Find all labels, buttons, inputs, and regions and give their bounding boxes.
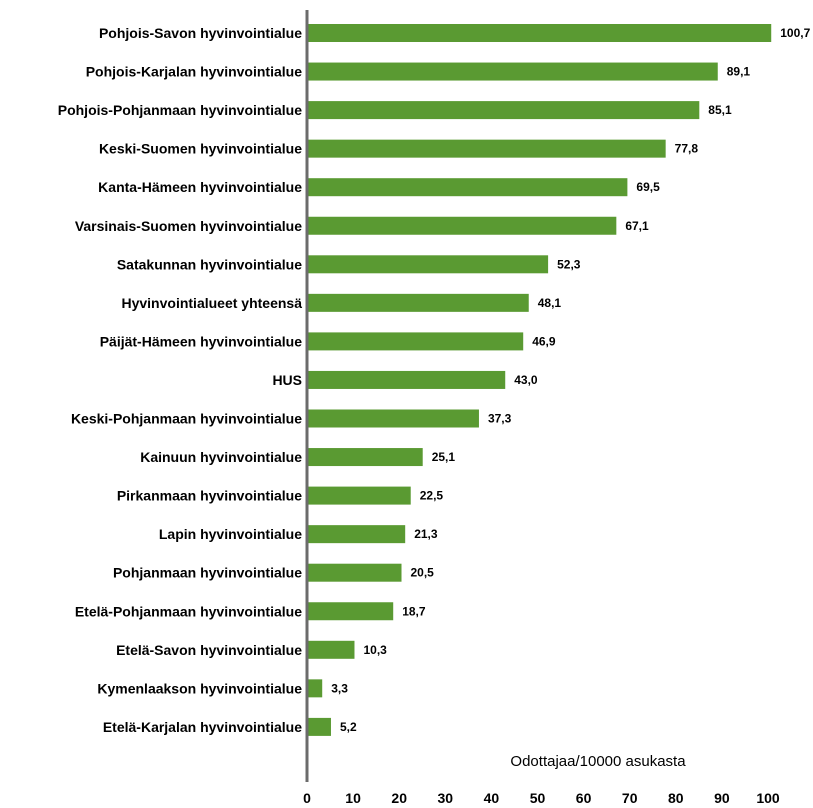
bar (307, 178, 628, 197)
category-label: Etelä-Pohjanmaan hyvinvointialue (75, 603, 302, 619)
x-tick-label: 50 (530, 790, 546, 806)
x-axis-title: Odottajaa/10000 asukasta (510, 753, 686, 770)
value-label: 100,7 (780, 26, 810, 40)
x-tick-label: 20 (391, 790, 407, 806)
category-label: Kanta-Hämeen hyvinvointialue (98, 179, 302, 195)
bar (307, 293, 529, 312)
category-label: Varsinais-Suomen hyvinvointialue (75, 218, 302, 234)
category-label: Päijät-Hämeen hyvinvointialue (100, 333, 302, 349)
value-label: 52,3 (557, 257, 581, 271)
bar (307, 640, 355, 659)
category-label: Pohjois-Karjalan hyvinvointialue (86, 64, 302, 80)
bar (307, 486, 411, 505)
category-label: Satakunnan hyvinvointialue (117, 256, 302, 272)
value-label: 20,5 (411, 566, 435, 580)
bar (307, 602, 394, 621)
x-tick-label: 100 (756, 790, 780, 806)
x-tick-label: 70 (622, 790, 638, 806)
bar (307, 216, 617, 235)
value-label: 21,3 (414, 527, 438, 541)
value-label: 10,3 (363, 643, 387, 657)
value-labels-group: 100,7 89,1 85,1 77,8 69,5 67,1 52,3 48,1 46,9 43,… (331, 26, 810, 734)
value-label: 89,1 (727, 65, 751, 79)
x-tick-label: 60 (576, 790, 592, 806)
bar (307, 448, 423, 467)
bar (307, 62, 718, 81)
category-label: Kainuun hyvinvointialue (140, 449, 302, 465)
value-label: 22,5 (420, 489, 444, 503)
category-label: Pohjanmaan hyvinvointialue (113, 565, 302, 581)
bar (307, 332, 524, 351)
category-label: HUS (272, 372, 302, 388)
x-tick-label: 40 (484, 790, 500, 806)
category-label: Kymenlaakson hyvinvointialue (97, 680, 302, 696)
bar (307, 525, 406, 544)
value-label: 48,1 (538, 296, 562, 310)
category-labels-group: Pohjois-Savon hyvinvointialue Pohjois-Kar… (58, 25, 302, 735)
bars-group (307, 24, 772, 736)
bar (307, 679, 323, 698)
value-label: 37,3 (488, 412, 512, 426)
category-label: Pirkanmaan hyvinvointialue (117, 488, 302, 504)
value-label: 85,1 (708, 103, 732, 117)
bar (307, 409, 479, 428)
value-label: 46,9 (532, 334, 556, 348)
value-label: 77,8 (675, 142, 699, 156)
value-label: 67,1 (625, 219, 649, 233)
bar (307, 370, 506, 389)
value-label: 18,7 (402, 604, 426, 618)
bar (307, 139, 666, 158)
x-tick-label: 30 (438, 790, 454, 806)
category-label: Lapin hyvinvointialue (159, 526, 302, 542)
category-label: Keski-Pohjanmaan hyvinvointialue (71, 411, 302, 427)
x-tick-label: 80 (668, 790, 684, 806)
bar (307, 24, 772, 42)
x-tick-labels-group: 0 10 20 30 40 50 60 70 80 90 100 (303, 790, 780, 806)
value-label: 43,0 (514, 373, 538, 387)
bar (307, 717, 331, 736)
x-tick-label: 0 (303, 790, 311, 806)
category-label: Pohjois-Savon hyvinvointialue (99, 25, 302, 41)
category-label: Etelä-Karjalan hyvinvointialue (103, 719, 302, 735)
category-label: Hyvinvointialueet yhteensä (121, 295, 302, 311)
value-label: 69,5 (636, 180, 660, 194)
x-tick-label: 10 (345, 790, 361, 806)
value-label: 5,2 (340, 720, 357, 734)
bar (307, 255, 549, 274)
value-label: 25,1 (432, 450, 456, 464)
x-tick-label: 90 (714, 790, 730, 806)
value-label: 3,3 (331, 681, 348, 695)
category-label: Pohjois-Pohjanmaan hyvinvointialue (58, 102, 302, 118)
category-label: Keski-Suomen hyvinvointialue (99, 141, 302, 157)
bar (307, 101, 700, 120)
category-label: Etelä-Savon hyvinvointialue (116, 642, 302, 658)
bar (307, 563, 402, 582)
